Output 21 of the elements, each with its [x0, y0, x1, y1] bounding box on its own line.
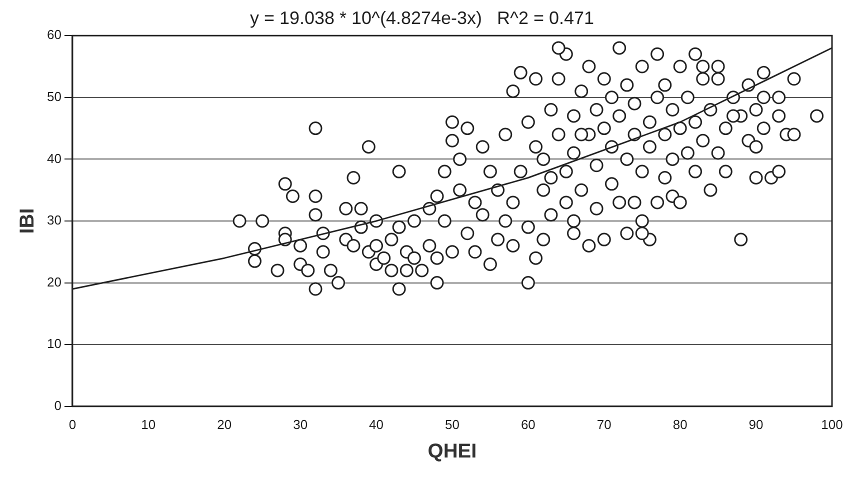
x-axis-title: QHEI	[428, 440, 477, 463]
y-tick-label: 20	[46, 274, 62, 290]
y-tick-label: 30	[46, 212, 62, 228]
x-tick-label: 0	[68, 416, 76, 432]
x-tick-label: 70	[596, 416, 612, 432]
y-tick-label: 10	[46, 336, 62, 352]
x-tick-label: 50	[444, 416, 460, 432]
x-tick-label: 60	[520, 416, 536, 432]
y-axis-title: IBI	[16, 208, 39, 234]
x-tick-label: 80	[672, 416, 688, 432]
y-tick-label: 50	[46, 88, 62, 104]
x-tick-label: 100	[821, 416, 843, 432]
y-tick-label: 40	[46, 150, 62, 166]
chart-title: y = 19.038 * 10^(4.8274e-3x) R^2 = 0.471	[250, 8, 594, 28]
x-tick-label: 10	[141, 416, 156, 432]
x-tick-label: 20	[217, 416, 232, 432]
x-tick-label: 90	[748, 416, 764, 432]
x-tick-label: 40	[369, 416, 384, 432]
y-tick-label: 0	[54, 398, 62, 413]
x-tick-label: 30	[293, 416, 308, 432]
y-tick-label: 60	[46, 27, 62, 42]
